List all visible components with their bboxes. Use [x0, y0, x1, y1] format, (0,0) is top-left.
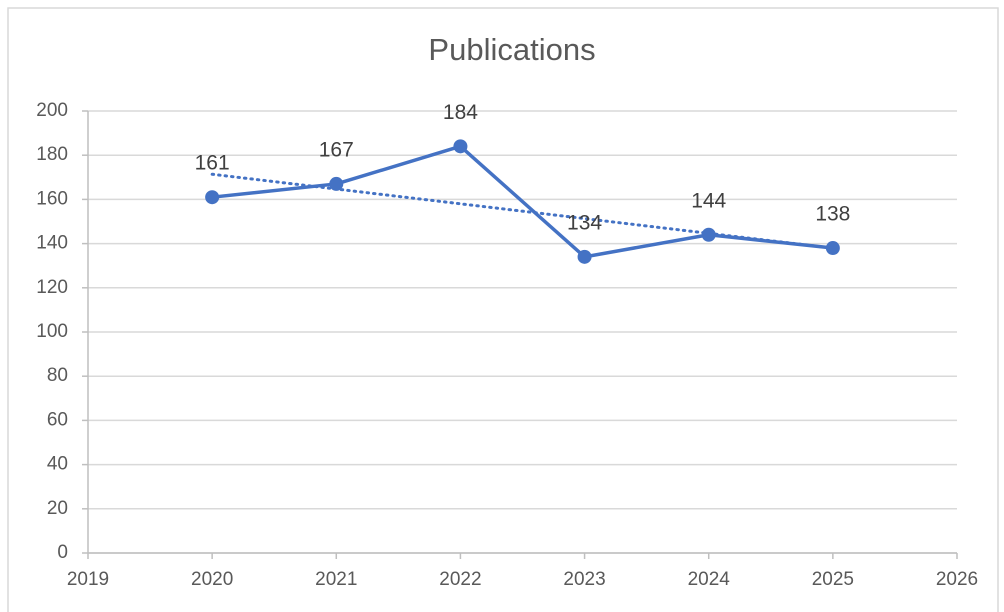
y-tick-label: 20	[47, 498, 68, 519]
x-tick-label: 2024	[688, 569, 731, 590]
data-label: 134	[567, 211, 602, 234]
x-tick-label: 2026	[936, 569, 978, 590]
x-tick-label: 2023	[563, 569, 605, 590]
y-tick-label: 80	[47, 365, 68, 386]
y-tick-label: 140	[36, 233, 68, 254]
data-label: 144	[691, 189, 726, 212]
data-label: 138	[815, 203, 850, 226]
series-line	[211, 144, 834, 259]
y-tick-label: 100	[36, 321, 68, 342]
data-label: 184	[443, 101, 478, 124]
data-point	[329, 176, 344, 191]
data-label: 161	[195, 152, 230, 175]
x-tick-label: 2019	[67, 569, 109, 590]
data-point	[825, 241, 840, 256]
data-point	[205, 190, 220, 205]
x-tick-label: 2020	[191, 569, 233, 590]
x-tick-label: 2022	[439, 569, 481, 590]
y-tick-label: 160	[36, 188, 68, 209]
y-tick-label: 120	[36, 277, 68, 298]
y-tick-label: 180	[36, 144, 68, 165]
chart-title: Publications	[428, 32, 595, 67]
data-point	[453, 139, 468, 154]
data-label: 167	[319, 138, 354, 161]
y-tick-label: 0	[57, 542, 68, 563]
data-point	[701, 227, 716, 242]
y-tick-label: 200	[36, 100, 68, 121]
y-tick-label: 40	[47, 454, 68, 475]
x-tick-label: 2021	[315, 569, 357, 590]
x-tick-label: 2025	[812, 569, 854, 590]
data-point	[577, 249, 592, 264]
chart-border	[7, 7, 999, 612]
y-tick-label: 60	[47, 409, 68, 430]
